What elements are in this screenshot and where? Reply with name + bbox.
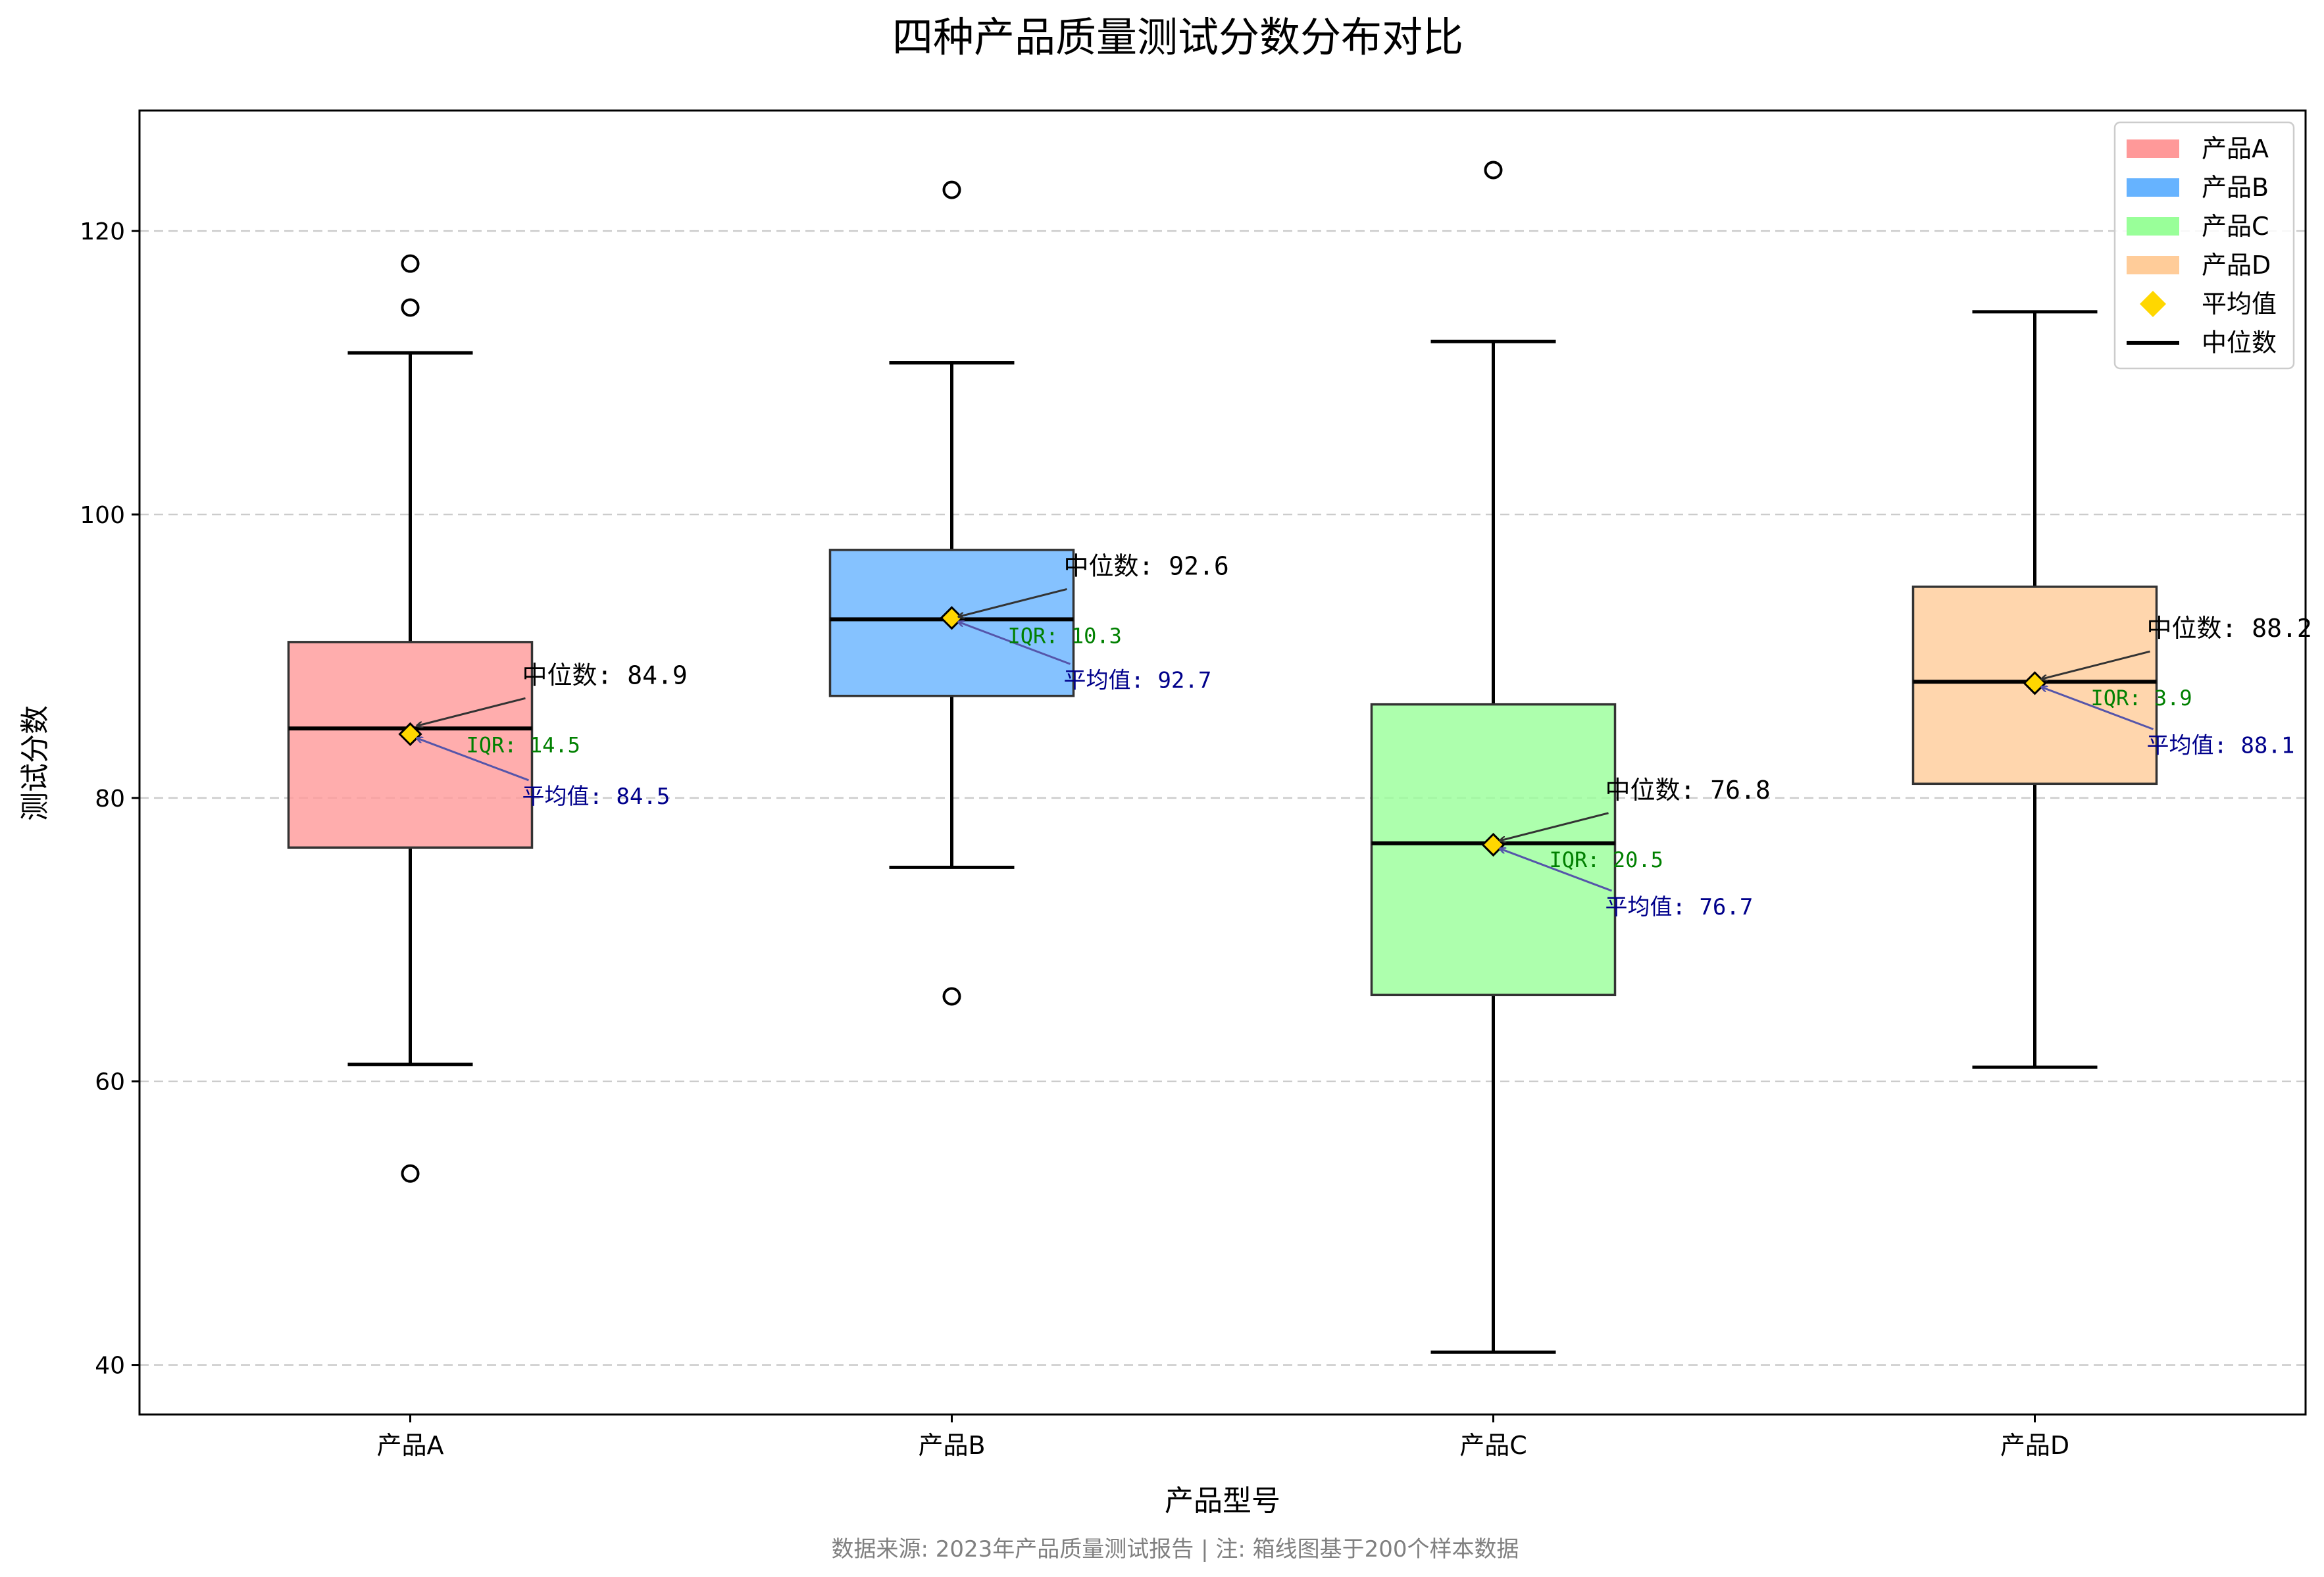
outlier-point <box>942 987 961 1006</box>
median-annotation: 中位数: 88.2 <box>2147 614 2312 643</box>
mean-arrow <box>2042 687 2154 730</box>
mean-arrow <box>417 738 530 782</box>
outlier-point <box>401 254 420 273</box>
boxes-layer <box>287 161 2158 1354</box>
legend-item: 中位数 <box>2127 328 2277 357</box>
mean-arrow <box>1500 849 1613 892</box>
box-1 <box>287 254 534 1183</box>
mean-annotation: 平均值: 88.1 <box>2147 732 2295 759</box>
legend-swatch <box>2127 217 2179 236</box>
box-4 <box>1911 310 2158 1069</box>
legend-label: 产品D <box>2202 251 2271 280</box>
median-annotation: 中位数: 92.6 <box>1064 551 1229 580</box>
chart-title: 四种产品质量测试分数分布对比 <box>892 13 1463 61</box>
outlier-point <box>401 1164 420 1183</box>
iqr-annotation: IQR: 14.5 <box>467 732 580 757</box>
outlier-point <box>1484 161 1503 180</box>
median-arrow <box>1500 812 1609 841</box>
y-tick-label: 120 <box>80 218 125 245</box>
x-tick-label: 产品D <box>2000 1431 2069 1460</box>
x-axis-label: 产品型号 <box>1165 1484 1280 1518</box>
mean-annotation: 平均值: 76.7 <box>1605 894 1754 920</box>
median-annotation: 中位数: 76.8 <box>1605 776 1771 805</box>
x-tick-label: 产品C <box>1459 1431 1527 1460</box>
mean-annotation: 平均值: 84.5 <box>522 784 670 810</box>
y-tick-label: 80 <box>95 786 125 813</box>
x-axis: 产品A 产品B 产品C 产品D <box>377 1414 2069 1460</box>
median-arrow <box>417 697 526 726</box>
y-tick-label: 40 <box>95 1353 125 1380</box>
outlier-point <box>942 180 961 199</box>
legend-item: 产品B <box>2127 173 2269 202</box>
legend-label: 产品C <box>2202 212 2269 241</box>
footnote: 数据来源: 2023年产品质量测试报告 | 注: 箱线图基于200个样本数据 <box>831 1536 1519 1563</box>
legend-item: 产品D <box>2127 251 2271 280</box>
iqr-annotation: IQR: 10.3 <box>1008 623 1122 648</box>
legend-label: 产品A <box>2202 134 2269 163</box>
plot-frame <box>138 109 2307 1416</box>
y-axis: 40 60 80 100 120 <box>80 218 139 1380</box>
iqr-annotation: IQR: 3.9 <box>2091 686 2192 711</box>
mean-arrow <box>959 622 1071 665</box>
legend-swatch <box>2127 139 2179 158</box>
legend-item: 产品A <box>2127 134 2269 163</box>
box-2 <box>828 180 1075 1006</box>
x-tick-label: 产品B <box>918 1431 985 1460</box>
legend-diamond-icon <box>2140 291 2166 317</box>
median-arrow <box>2042 650 2150 679</box>
legend-label: 平均值 <box>2202 289 2277 318</box>
box-3 <box>1370 161 1617 1354</box>
median-annotation: 中位数: 84.9 <box>522 661 688 689</box>
outlier-point <box>401 298 420 317</box>
y-axis-label: 测试分数 <box>18 705 52 821</box>
mean-annotation: 平均值: 92.7 <box>1064 667 1212 693</box>
legend-item: 平均值 <box>2140 289 2277 318</box>
median-arrow <box>959 588 1067 616</box>
x-tick-label: 产品A <box>377 1431 444 1460</box>
iqr-annotation: IQR: 20.5 <box>1550 847 1663 872</box>
legend-label: 产品B <box>2202 173 2269 202</box>
annotations-layer: 中位数: 84.9 平均值: 84.5 IQR: 14.5 中位数: 92.6 平均值:… <box>417 551 2312 920</box>
iqr-box <box>287 641 534 849</box>
legend-swatch <box>2127 178 2179 197</box>
legend-label: 中位数 <box>2202 328 2277 357</box>
y-tick-label: 60 <box>95 1069 125 1096</box>
legend-swatch <box>2127 256 2179 274</box>
legend-item: 产品C <box>2127 212 2269 241</box>
y-tick-label: 100 <box>80 502 125 529</box>
